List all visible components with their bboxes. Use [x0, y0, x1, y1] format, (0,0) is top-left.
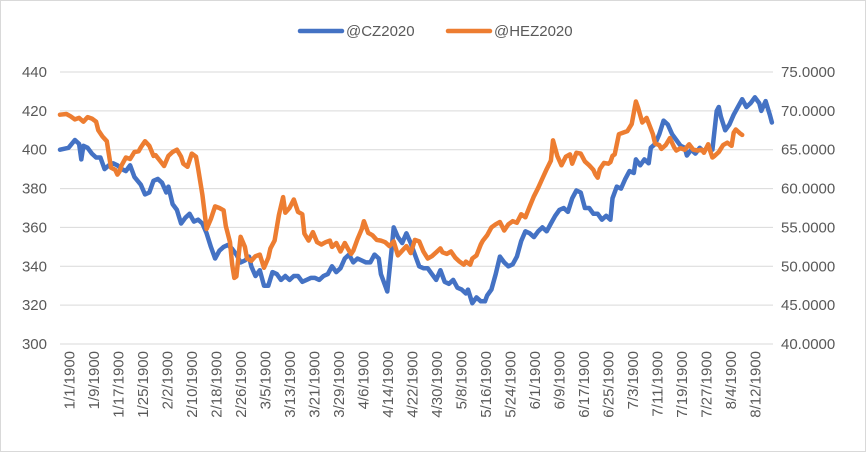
- x-tick-label: 7/19/1900: [674, 351, 691, 418]
- y-left-tick-label: 380: [22, 181, 47, 198]
- x-tick-label: 2/10/1900: [184, 351, 201, 418]
- x-tick-label: 7/3/1900: [625, 351, 642, 409]
- x-tick-label: 6/17/1900: [576, 351, 593, 418]
- y-right-tick-label: 45.0000: [781, 297, 835, 314]
- x-tick-label: 2/2/1900: [159, 351, 176, 409]
- x-tick-label: 3/21/1900: [306, 351, 323, 418]
- x-tick-label: 1/9/1900: [86, 351, 103, 409]
- x-tick-label: 5/24/1900: [502, 351, 519, 418]
- x-tick-label: 2/18/1900: [208, 351, 225, 418]
- y-left-tick-label: 320: [22, 297, 47, 314]
- x-tick-label: 6/25/1900: [600, 351, 617, 418]
- x-tick-label: 3/13/1900: [282, 351, 299, 418]
- x-tick-label: 4/14/1900: [380, 351, 397, 418]
- y-axis-right: 40.0000 45.0000 50.0000 55.0000 60.0000 65.00…: [781, 64, 835, 353]
- y-left-tick-label: 400: [22, 142, 47, 159]
- x-tick-label: 4/30/1900: [429, 351, 446, 418]
- y-right-tick-label: 50.0000: [781, 258, 835, 275]
- x-tick-label: 4/22/1900: [404, 351, 421, 418]
- x-tick-label: 2/26/1900: [233, 351, 250, 418]
- x-tick-label: 7/27/1900: [698, 351, 715, 418]
- y-axis-left: 300 320 340 360 380 400 420 440: [22, 64, 47, 353]
- x-tick-label: 1/1/1900: [61, 351, 78, 409]
- y-right-tick-label: 55.0000: [781, 219, 835, 236]
- x-tick-label: 7/11/1900: [649, 351, 666, 417]
- x-axis: 1/1/1900 1/9/1900 1/17/1900 1/25/1900 2/2/19…: [61, 351, 764, 418]
- y-right-tick-label: 40.0000: [781, 336, 835, 353]
- x-tick-label: 5/8/1900: [453, 351, 470, 409]
- gridlines: [60, 71, 773, 345]
- x-tick-label: 3/29/1900: [331, 351, 348, 418]
- y-left-tick-label: 340: [22, 258, 47, 275]
- x-tick-label: 8/12/1900: [747, 351, 764, 418]
- series-line-2: [57, 99, 745, 281]
- plot-area: [57, 95, 775, 306]
- x-tick-label: 4/6/1900: [355, 351, 372, 409]
- x-tick-label: 1/25/1900: [135, 351, 152, 418]
- legend: @CZ2020 @HEZ2020: [297, 23, 573, 40]
- series-line-1: [57, 95, 775, 306]
- x-tick-label: 3/5/1900: [257, 351, 274, 409]
- y-right-tick-label: 70.0000: [781, 103, 835, 120]
- y-left-tick-label: 360: [22, 219, 47, 236]
- legend-label: @CZ2020: [346, 23, 415, 40]
- y-left-tick-label: 440: [22, 64, 47, 81]
- y-right-tick-label: 75.0000: [781, 64, 835, 81]
- x-tick-label: 8/4/1900: [723, 351, 740, 409]
- legend-label: @HEZ2020: [494, 23, 573, 40]
- x-tick-label: 6/9/1900: [551, 351, 568, 409]
- x-tick-label: 5/16/1900: [478, 351, 495, 418]
- y-left-tick-label: 420: [22, 103, 47, 120]
- x-tick-label: 1/17/1900: [110, 351, 127, 418]
- y-right-tick-label: 60.0000: [781, 181, 835, 198]
- y-right-tick-label: 65.0000: [781, 142, 835, 159]
- x-tick-label: 6/1/1900: [527, 351, 544, 409]
- y-left-tick-label: 300: [22, 336, 47, 353]
